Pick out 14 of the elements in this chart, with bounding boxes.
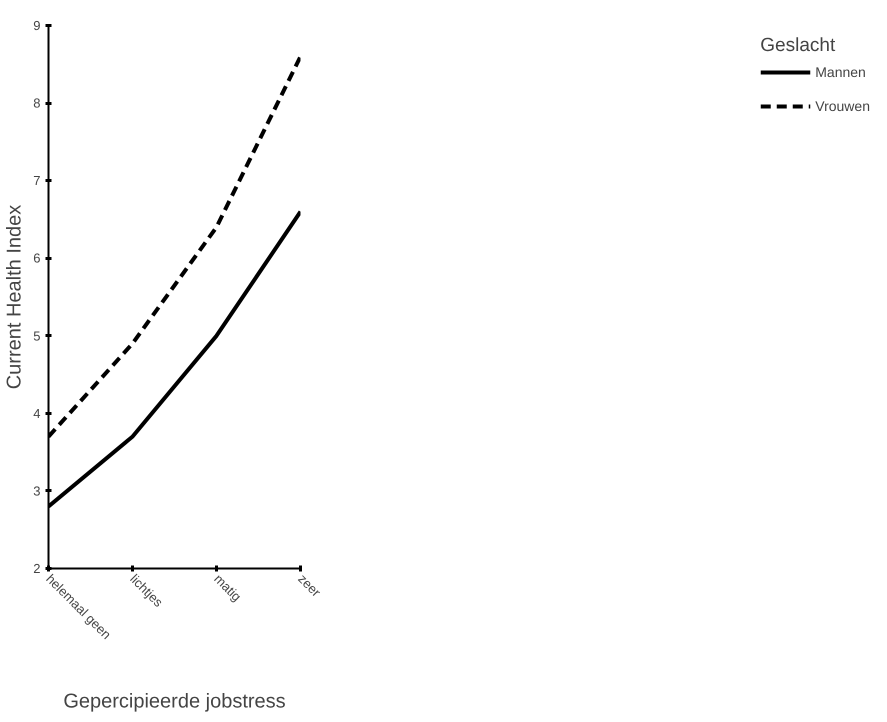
legend-label: Vrouwen	[815, 98, 870, 114]
legend-label: Mannen	[815, 64, 866, 80]
y-tick-label: 6	[33, 250, 41, 266]
x-tick-label: zeer	[295, 571, 324, 600]
y-axis-title: Current Health Index	[3, 204, 26, 390]
y-tick-label: 7	[33, 173, 41, 188]
y-tick-label: 3	[33, 483, 41, 498]
legend-title: Geslacht	[760, 35, 836, 57]
x-axis-title: Gepercipieerde jobstress	[63, 690, 286, 712]
y-tick-label: 5	[33, 328, 41, 344]
y-tick-label: 8	[33, 96, 41, 111]
y-tick-label: 9	[33, 18, 41, 33]
y-tick-label: 2	[33, 561, 41, 576]
y-tick-label: 4	[33, 406, 41, 421]
